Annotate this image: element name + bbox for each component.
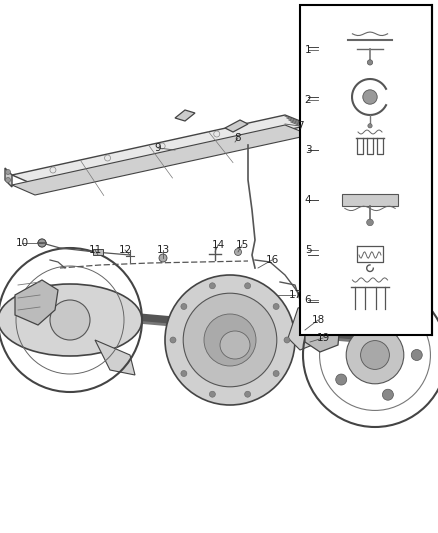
Text: 18: 18	[311, 315, 325, 325]
Circle shape	[367, 219, 373, 226]
Ellipse shape	[0, 284, 142, 356]
Text: 9: 9	[155, 143, 161, 153]
Circle shape	[159, 254, 167, 262]
Text: 10: 10	[15, 238, 28, 248]
Text: 6: 6	[305, 295, 311, 305]
Text: 7: 7	[297, 121, 303, 131]
Circle shape	[284, 337, 290, 343]
Circle shape	[6, 169, 11, 174]
Text: 1: 1	[305, 45, 311, 55]
Polygon shape	[175, 110, 195, 121]
Circle shape	[382, 310, 393, 321]
Circle shape	[336, 374, 347, 385]
Text: 4: 4	[305, 195, 311, 205]
Text: 11: 11	[88, 245, 102, 255]
Circle shape	[38, 239, 46, 247]
Circle shape	[204, 314, 256, 366]
Text: 16: 16	[265, 255, 279, 265]
Text: 14: 14	[212, 240, 225, 250]
Text: 13: 13	[156, 245, 170, 255]
Circle shape	[183, 293, 277, 387]
Circle shape	[209, 391, 215, 397]
Text: 17: 17	[288, 290, 302, 300]
Polygon shape	[12, 115, 310, 185]
Polygon shape	[95, 340, 135, 375]
Circle shape	[363, 90, 377, 104]
Circle shape	[165, 275, 295, 405]
Text: 8: 8	[235, 133, 241, 143]
Circle shape	[273, 370, 279, 376]
Polygon shape	[12, 125, 310, 195]
Circle shape	[273, 303, 279, 310]
Polygon shape	[225, 120, 248, 132]
Circle shape	[170, 337, 176, 343]
Circle shape	[6, 177, 11, 182]
Circle shape	[360, 341, 389, 369]
Polygon shape	[316, 312, 338, 326]
Text: 19: 19	[316, 333, 330, 343]
Text: 12: 12	[118, 245, 132, 255]
Polygon shape	[288, 302, 328, 350]
Text: 3: 3	[305, 145, 311, 155]
Circle shape	[244, 283, 251, 289]
Polygon shape	[5, 168, 12, 187]
Text: 15: 15	[235, 240, 249, 250]
Bar	[93, 249, 103, 255]
Circle shape	[234, 248, 241, 255]
Circle shape	[368, 124, 372, 128]
Circle shape	[181, 303, 187, 310]
Circle shape	[50, 300, 90, 340]
Polygon shape	[15, 280, 58, 325]
Polygon shape	[305, 315, 340, 352]
Circle shape	[181, 370, 187, 376]
Ellipse shape	[220, 331, 250, 359]
Circle shape	[411, 350, 422, 360]
Circle shape	[336, 325, 347, 336]
Bar	[342, 195, 398, 206]
Circle shape	[346, 326, 404, 384]
Circle shape	[38, 239, 46, 247]
Circle shape	[367, 60, 373, 65]
Text: 5: 5	[305, 245, 311, 255]
Circle shape	[209, 283, 215, 289]
Bar	[300, 5, 432, 335]
Circle shape	[244, 391, 251, 397]
Circle shape	[382, 389, 393, 400]
Text: 2: 2	[305, 95, 311, 105]
Circle shape	[325, 327, 329, 333]
